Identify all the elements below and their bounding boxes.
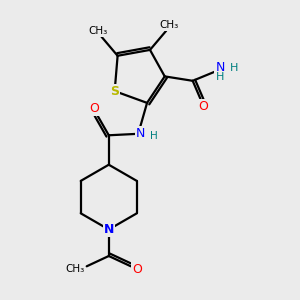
Text: N: N — [215, 61, 225, 74]
Text: O: O — [198, 100, 208, 113]
Text: H: H — [150, 131, 158, 141]
Text: N: N — [103, 223, 114, 236]
Text: O: O — [132, 263, 142, 276]
Text: S: S — [110, 85, 119, 98]
Text: CH₃: CH₃ — [160, 20, 179, 30]
Text: H: H — [230, 63, 238, 73]
Text: CH₃: CH₃ — [89, 26, 108, 36]
Text: H: H — [216, 72, 224, 82]
Text: CH₃: CH₃ — [65, 264, 85, 274]
Text: N: N — [136, 127, 145, 140]
Text: O: O — [89, 102, 99, 115]
